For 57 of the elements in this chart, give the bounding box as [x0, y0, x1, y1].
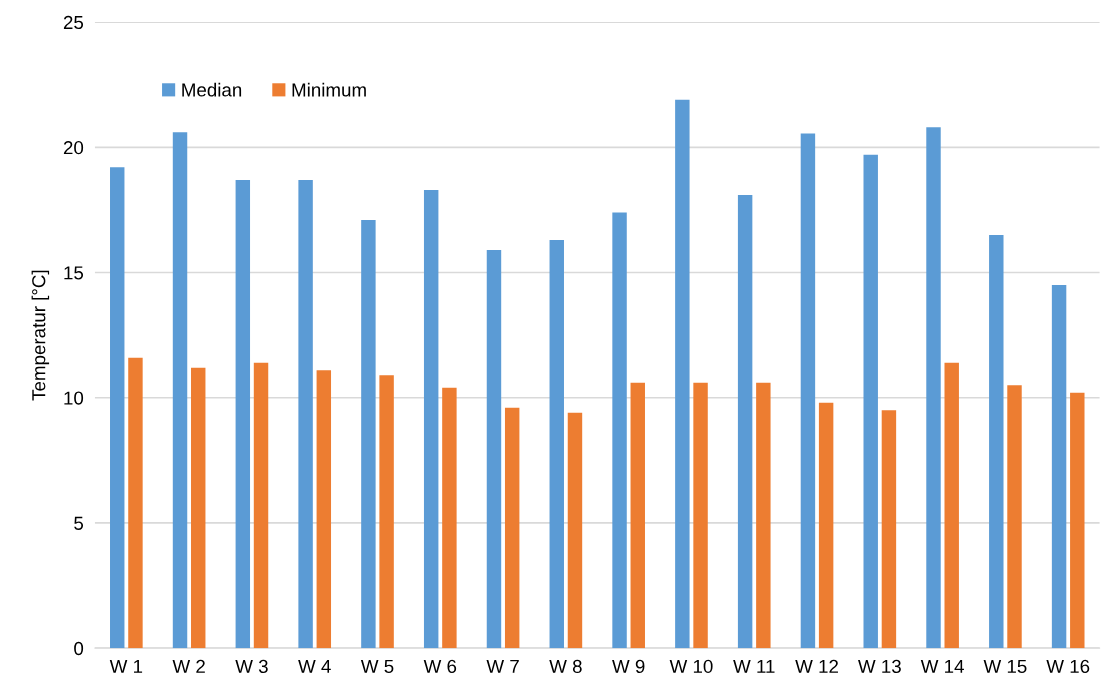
x-tick-label: W 6: [423, 659, 457, 674]
x-tick-label: W 8: [549, 659, 582, 674]
bar: [504, 407, 520, 649]
bar: [191, 367, 206, 649]
bar: [172, 132, 188, 649]
y-tick-label: 25: [63, 15, 84, 30]
bar: [863, 154, 878, 649]
y-tick-label: 10: [64, 391, 84, 405]
bar: [235, 179, 251, 649]
bar: [110, 167, 125, 649]
x-tick-label: W 7: [486, 659, 519, 673]
bar: [1051, 285, 1067, 649]
x-tick-label: W 11: [733, 659, 775, 673]
bar: [800, 133, 816, 649]
bar: [253, 362, 269, 649]
legend-label: Minimum: [292, 82, 366, 97]
bar: [756, 382, 771, 649]
bar: [1070, 392, 1085, 649]
bar: [567, 412, 583, 649]
bar: [128, 357, 143, 649]
y-tick-label: 0: [74, 641, 84, 656]
bar: [549, 239, 564, 649]
y-tick-label: 5: [74, 516, 84, 530]
x-tick-label: W 9: [612, 659, 645, 674]
bar: [298, 179, 313, 649]
bar: [423, 189, 439, 649]
bar: [361, 219, 376, 649]
y-axis-title: Temperatur [°C]: [31, 270, 50, 401]
x-tick-label: W 15: [983, 659, 1027, 674]
bar: [881, 410, 897, 649]
x-tick-label: W 13: [858, 659, 901, 674]
bar: [442, 387, 457, 649]
y-tick-label: 15: [64, 266, 84, 280]
legend-label: Median: [182, 82, 242, 97]
bar: [693, 382, 708, 649]
bar: [379, 375, 394, 649]
x-tick-label: W 3: [235, 659, 268, 674]
x-tick-label: W 2: [172, 659, 205, 673]
bar: [1007, 385, 1022, 649]
x-tick-label: W 4: [298, 659, 331, 673]
x-tick-label: W 1: [109, 659, 143, 673]
bar: [675, 99, 690, 649]
bar: [316, 370, 332, 649]
bar: [612, 212, 627, 649]
bar: [926, 127, 941, 649]
bar: [989, 234, 1004, 649]
y-tick-label: 20: [63, 141, 84, 155]
x-tick-label: W 12: [795, 659, 838, 673]
bar: [630, 382, 645, 649]
x-tick-label: W 14: [920, 659, 964, 673]
bar: [944, 362, 959, 649]
x-tick-label: W 5: [360, 659, 394, 674]
bar: [818, 402, 834, 649]
x-tick-label: W 16: [1046, 659, 1090, 674]
bar: [486, 249, 502, 649]
x-tick-label: W 10: [669, 659, 713, 674]
bar: [737, 194, 753, 649]
